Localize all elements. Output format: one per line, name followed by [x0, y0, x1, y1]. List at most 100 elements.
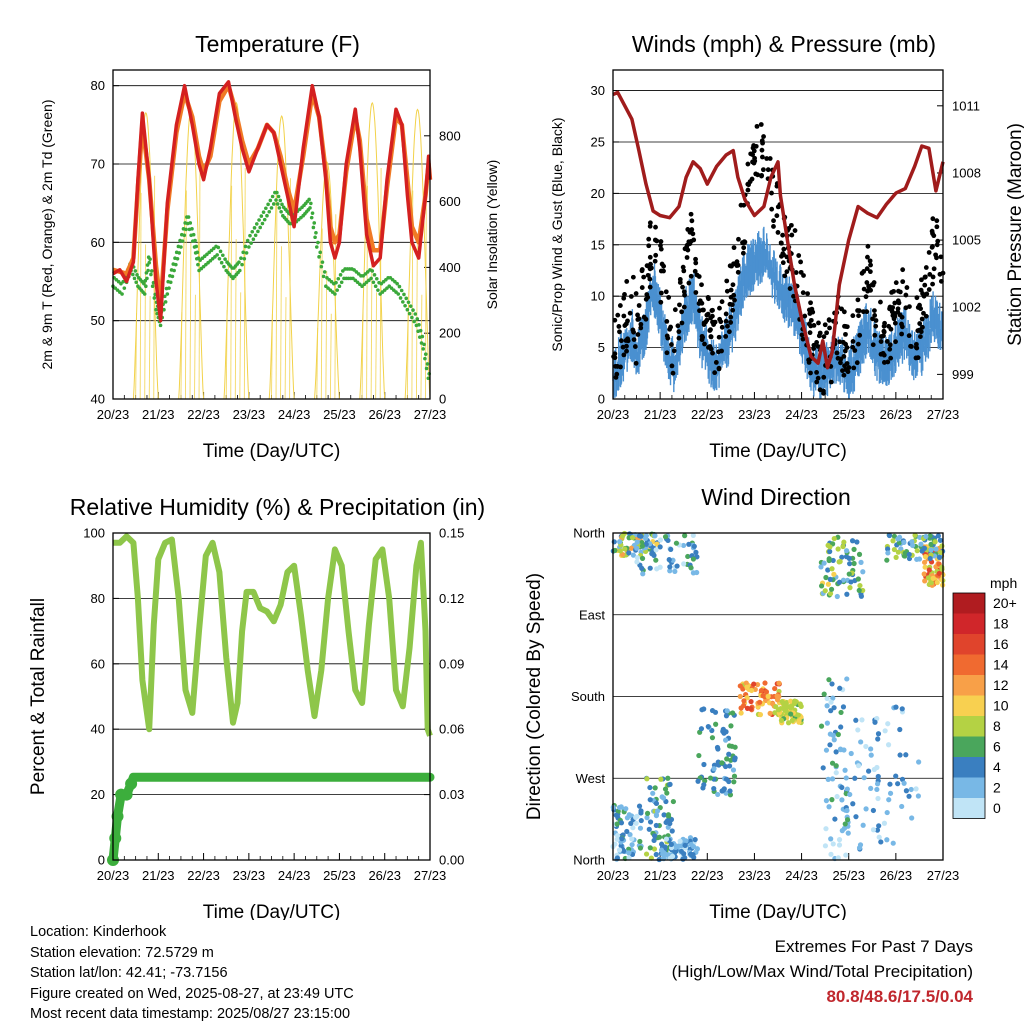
- gust-point: [676, 335, 682, 341]
- direction-point: [827, 544, 833, 550]
- direction-point: [653, 800, 660, 807]
- direction-point: [829, 760, 836, 766]
- gust-point: [850, 313, 856, 319]
- direction-point: [646, 826, 652, 832]
- solar-spike: [420, 294, 423, 400]
- gust-point: [613, 374, 619, 380]
- direction-point: [634, 559, 640, 565]
- gust-point: [759, 147, 765, 153]
- gust-point: [644, 292, 650, 297]
- gust-point: [850, 344, 856, 350]
- direction-point: [852, 775, 858, 781]
- direction-point: [844, 817, 851, 823]
- x-tick-label: 21/23: [644, 868, 677, 883]
- gust-point: [769, 190, 774, 196]
- gust-point: [814, 369, 819, 375]
- legend-swatch: [953, 654, 985, 675]
- direction-point: [922, 554, 929, 560]
- dewpoint-point: [190, 227, 194, 231]
- direction-point: [670, 798, 676, 805]
- dewpoint-point: [262, 217, 267, 222]
- direction-point: [899, 803, 905, 810]
- gust-point: [839, 306, 844, 312]
- direction-point: [788, 711, 794, 717]
- direction-point: [901, 539, 907, 545]
- dewpoint-point: [321, 274, 326, 279]
- legend-swatch: [953, 675, 985, 696]
- y-tick-label: West: [576, 771, 606, 786]
- gust-point: [821, 390, 826, 396]
- direction-point: [857, 582, 863, 589]
- y2-axis-label: Solar Insolation (Yellow): [484, 160, 500, 310]
- dewpoint-point: [420, 334, 425, 339]
- direction-point: [707, 775, 714, 781]
- direction-point: [823, 826, 829, 832]
- gust-point: [808, 300, 813, 306]
- dewpoint-point: [413, 312, 418, 316]
- dewpoint-point: [261, 210, 266, 214]
- x-tick-label: 23/23: [233, 868, 266, 883]
- dewpoint-point: [336, 276, 341, 281]
- dewpoint-point: [163, 300, 168, 304]
- gust-point: [769, 206, 775, 212]
- direction-point: [921, 545, 928, 551]
- direction-point: [647, 784, 653, 791]
- dewpoint-point: [256, 229, 260, 234]
- gust-point: [767, 156, 773, 161]
- y-tick-label: 0: [598, 392, 605, 407]
- gust-point: [834, 350, 840, 356]
- gust-point: [624, 348, 629, 354]
- solar-spike: [230, 185, 233, 400]
- direction-point: [690, 556, 697, 562]
- gust-point: [639, 267, 645, 272]
- gust-point: [636, 303, 642, 308]
- gust-point: [735, 262, 741, 268]
- direction-point: [901, 780, 907, 786]
- gust-point: [918, 334, 923, 340]
- direction-point: [705, 723, 711, 730]
- gust-point: [732, 297, 737, 303]
- y-tick-label: 20: [91, 787, 105, 802]
- y-tick-label: 40: [91, 722, 105, 737]
- direction-point: [651, 846, 658, 852]
- direction-point: [913, 786, 919, 792]
- direction-point: [821, 560, 827, 566]
- gust-point: [817, 330, 823, 336]
- direction-point: [885, 742, 892, 748]
- direction-point: [660, 851, 666, 857]
- direction-point: [668, 841, 674, 847]
- direction-point: [757, 699, 763, 705]
- gust-point: [855, 341, 861, 347]
- gust-point: [759, 173, 764, 179]
- legend-swatch: [953, 695, 985, 716]
- direction-point: [633, 820, 639, 826]
- gust-point: [726, 329, 732, 335]
- x-tick-label: 27/23: [414, 868, 447, 883]
- direction-point: [658, 776, 664, 782]
- gust-point: [934, 255, 939, 261]
- gust-point: [632, 344, 638, 349]
- dewpoint-point: [146, 268, 150, 273]
- dewpoint-point: [271, 202, 276, 206]
- gust-point: [924, 291, 930, 297]
- direction-point: [830, 557, 836, 564]
- gust-point: [742, 239, 748, 245]
- direction-point: [844, 676, 850, 682]
- dewpoint-point: [426, 376, 431, 381]
- direction-point: [847, 561, 853, 567]
- direction-point: [886, 532, 893, 539]
- direction-point: [657, 544, 663, 550]
- dewpoint-point: [120, 292, 124, 296]
- direction-point: [630, 552, 636, 558]
- gust-point: [709, 313, 715, 319]
- gust-point: [687, 241, 693, 247]
- direction-point: [922, 564, 928, 570]
- direction-point: [659, 841, 665, 847]
- direction-point: [652, 785, 658, 791]
- dewpoint-point: [194, 244, 199, 249]
- gust-point: [724, 288, 730, 294]
- direction-point: [939, 543, 945, 549]
- y-tick-label: 100: [83, 526, 105, 541]
- direction-point: [843, 548, 850, 554]
- direction-point: [620, 848, 627, 854]
